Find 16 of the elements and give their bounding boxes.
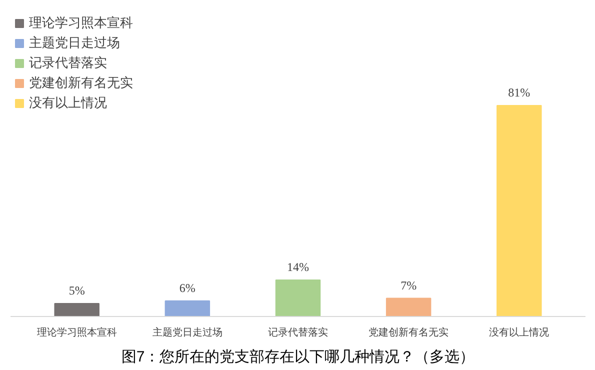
data-label: 14% (287, 260, 309, 274)
legend-label: 党建创新有名无实 (29, 74, 133, 92)
x-tick-label: 理论学习照本宣科 (36, 326, 117, 338)
x-tick-label: 没有以上情况 (489, 326, 550, 338)
legend-label: 理论学习照本宣科 (29, 14, 133, 32)
data-label: 81% (508, 85, 530, 100)
data-label: 6% (179, 280, 196, 295)
legend-label: 主题党日走过场 (29, 34, 120, 52)
x-tick-label: 党建创新有名无实 (368, 326, 449, 338)
data-label: 7% (400, 278, 417, 292)
legend-label: 记录代替落实 (29, 54, 107, 72)
x-tick-label: 记录代替落实 (268, 326, 328, 338)
text: 图7：您所在的党支部存在以下哪几种情况？（多选） (121, 348, 475, 366)
x-tick-label: 主题党日走过场 (152, 326, 222, 338)
legend-label: 没有以上情况 (29, 94, 107, 112)
data-label: 5% (68, 283, 85, 298)
